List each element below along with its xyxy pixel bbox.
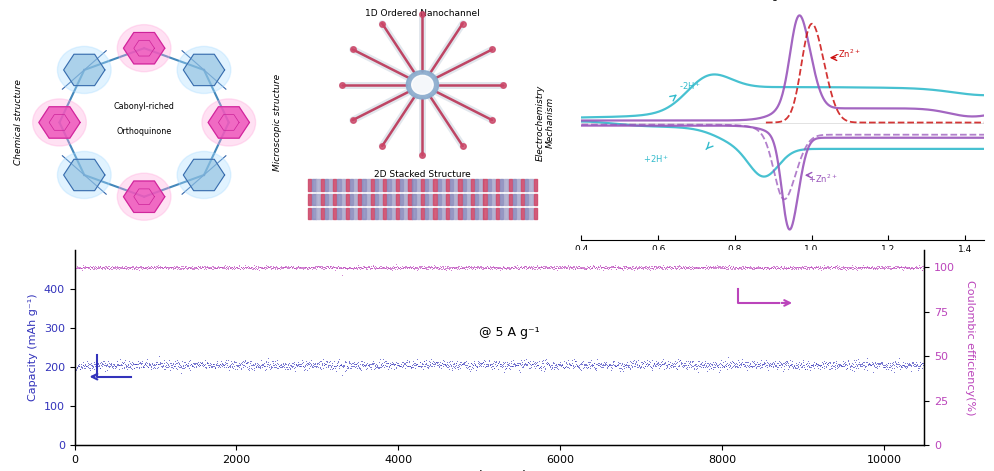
Text: Electrochemistry
Mechanism: Electrochemistry Mechanism bbox=[536, 84, 555, 161]
Circle shape bbox=[177, 152, 231, 199]
Circle shape bbox=[412, 75, 433, 94]
Polygon shape bbox=[123, 181, 165, 212]
Circle shape bbox=[202, 99, 255, 146]
Text: @ 5 A g⁻¹: @ 5 A g⁻¹ bbox=[479, 325, 540, 339]
Circle shape bbox=[407, 71, 438, 99]
Circle shape bbox=[177, 46, 231, 93]
Polygon shape bbox=[123, 32, 165, 64]
Text: Chemical structure: Chemical structure bbox=[14, 80, 23, 165]
Polygon shape bbox=[183, 54, 225, 86]
Text: Orthoquinone: Orthoquinone bbox=[116, 127, 172, 136]
Circle shape bbox=[117, 24, 171, 72]
Text: 1D Ordered Nanochannel: 1D Ordered Nanochannel bbox=[365, 9, 480, 18]
Polygon shape bbox=[183, 159, 225, 191]
Circle shape bbox=[58, 152, 111, 199]
Text: Microscopic structure: Microscopic structure bbox=[273, 74, 282, 171]
Text: 2D Stacked Structure: 2D Stacked Structure bbox=[374, 170, 471, 179]
Text: Cabonyl-riched: Cabonyl-riched bbox=[113, 102, 175, 111]
Y-axis label: Coulombic efficiency(%): Coulombic efficiency(%) bbox=[964, 280, 974, 415]
Y-axis label: Capacity (mAh g⁻¹): Capacity (mAh g⁻¹) bbox=[28, 293, 38, 401]
Circle shape bbox=[117, 173, 171, 220]
Text: -Zn$^{2+}$: -Zn$^{2+}$ bbox=[835, 48, 860, 60]
Text: +2H$^+$: +2H$^+$ bbox=[643, 153, 669, 165]
Circle shape bbox=[58, 46, 111, 93]
Text: +Zn$^{2+}$: +Zn$^{2+}$ bbox=[808, 173, 837, 186]
Text: -2H$^+$: -2H$^+$ bbox=[679, 81, 702, 92]
Circle shape bbox=[33, 99, 86, 146]
Polygon shape bbox=[208, 107, 249, 138]
Polygon shape bbox=[64, 159, 105, 191]
Polygon shape bbox=[39, 107, 81, 138]
Title: Zn²⁺ , H⁺ Staged  Co-insertion: Zn²⁺ , H⁺ Staged Co-insertion bbox=[710, 0, 856, 1]
Polygon shape bbox=[64, 54, 105, 86]
